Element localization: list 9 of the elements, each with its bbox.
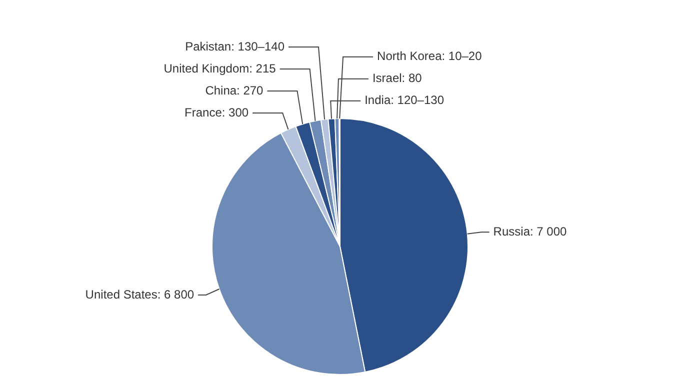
slice-label: France: 300 <box>184 105 249 120</box>
slice-label: Pakistan: 130–140 <box>185 39 285 54</box>
slice-label: United Kingdom: 215 <box>164 61 276 76</box>
slice-label: North Korea: 10–20 <box>377 49 482 64</box>
slice-label: China: 270 <box>205 83 264 98</box>
slice-label: Russia: 7 000 <box>493 224 568 238</box>
slice-label: Israel: 80 <box>372 71 422 86</box>
slice-label: United States: 6 800 <box>85 287 194 302</box>
slice-label: India: 120–130 <box>364 93 444 108</box>
